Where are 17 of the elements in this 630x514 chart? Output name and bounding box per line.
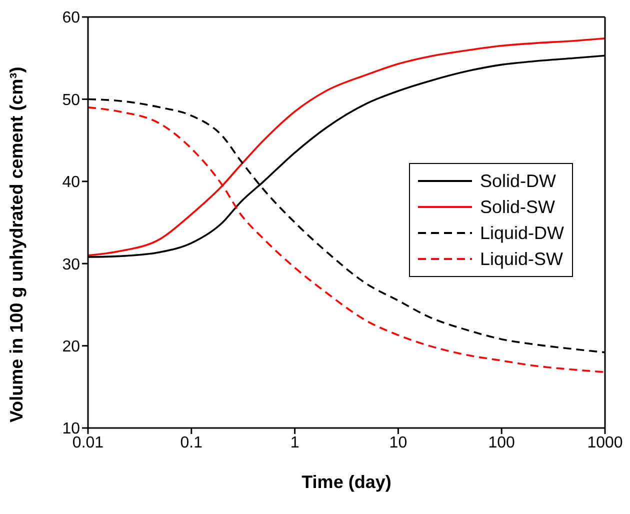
x-tick-label: 100 [488, 434, 516, 452]
x-tick-label: 1 [290, 434, 300, 452]
y-tick-label: 40 [62, 174, 80, 192]
x-tick-label: 0.1 [180, 434, 203, 452]
x-tick-label: 10 [389, 434, 408, 452]
y-axis-title: Volume in 100 g unhydrated cement (cm³) [6, 66, 26, 422]
y-tick-label: 30 [62, 256, 80, 274]
legend-label: Solid-DW [480, 170, 556, 193]
y-tick-label: 20 [62, 338, 80, 356]
legend-label: Liquid-DW [480, 222, 564, 245]
y-tick-label: 50 [62, 92, 80, 109]
x-tick-label: 1000 [587, 434, 623, 452]
x-axis-title: Time (day) [302, 472, 392, 492]
x-tick-label: 0.01 [72, 434, 104, 452]
legend-label: Liquid-SW [480, 248, 564, 271]
legend-label: Solid-SW [480, 196, 556, 219]
y-tick-label: 60 [62, 10, 80, 27]
